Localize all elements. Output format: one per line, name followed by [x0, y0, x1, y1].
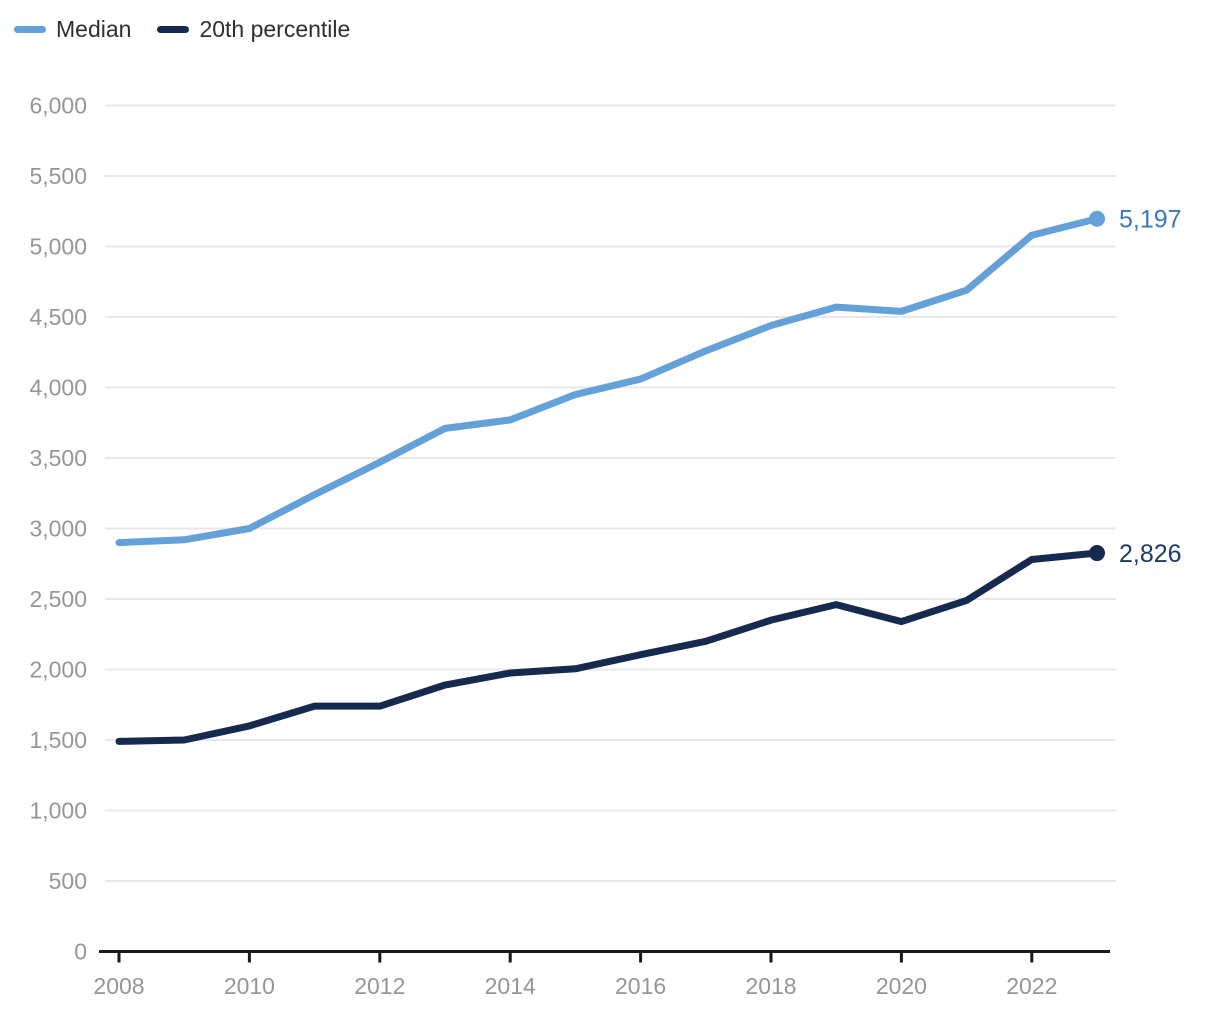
- x-axis-tick-label: 2010: [224, 973, 275, 999]
- y-axis-tick-label: 3,500: [29, 445, 87, 471]
- series-end-marker-p20: [1089, 545, 1105, 562]
- legend-label-median: Median: [56, 16, 132, 42]
- series-end-marker-median: [1089, 210, 1105, 227]
- x-axis-tick-label: 2012: [354, 973, 405, 999]
- y-axis-tick-label: 1,000: [29, 798, 87, 824]
- y-axis-tick-label: 0: [74, 939, 87, 965]
- y-axis-tick-label: 500: [49, 868, 87, 894]
- x-axis-tick-label: 2016: [615, 973, 666, 999]
- x-axis-tick-label: 2008: [93, 973, 144, 999]
- series-line-p20: [115, 549, 1101, 745]
- y-axis-tick-label: 5,000: [29, 234, 87, 260]
- series-end-value-label-median: 5,197: [1119, 206, 1182, 234]
- x-axis-tick-label: 2022: [1006, 973, 1057, 999]
- y-axis-tick-label: 1,500: [29, 727, 87, 753]
- series-end-value-label-p20: 2,826: [1119, 540, 1182, 568]
- y-axis-tick-label: 6,000: [29, 93, 87, 119]
- series-line-median: [115, 215, 1101, 547]
- legend: Median 20th percentile: [14, 18, 350, 41]
- legend-swatch-median-icon: [14, 26, 46, 33]
- y-axis-tick-label: 5,500: [29, 163, 87, 189]
- y-axis-tick-label: 2,500: [29, 586, 87, 612]
- legend-item-median: Median: [14, 18, 131, 41]
- y-axis-tick-label: 2,000: [29, 657, 87, 683]
- y-axis-tick-label: 4,500: [29, 304, 87, 330]
- legend-swatch-20th-percentile-icon: [157, 26, 190, 33]
- legend-label-20th-percentile: 20th percentile: [199, 16, 351, 42]
- x-axis-tick-label: 2014: [485, 973, 536, 999]
- y-axis-tick-label: 4,000: [29, 375, 87, 401]
- x-axis-tick-label: 2018: [745, 973, 796, 999]
- x-axis-tick-label: 2020: [876, 973, 927, 999]
- legend-item-20th-percentile: 20th percentile: [157, 18, 350, 41]
- y-axis-tick-label: 3,000: [29, 516, 87, 542]
